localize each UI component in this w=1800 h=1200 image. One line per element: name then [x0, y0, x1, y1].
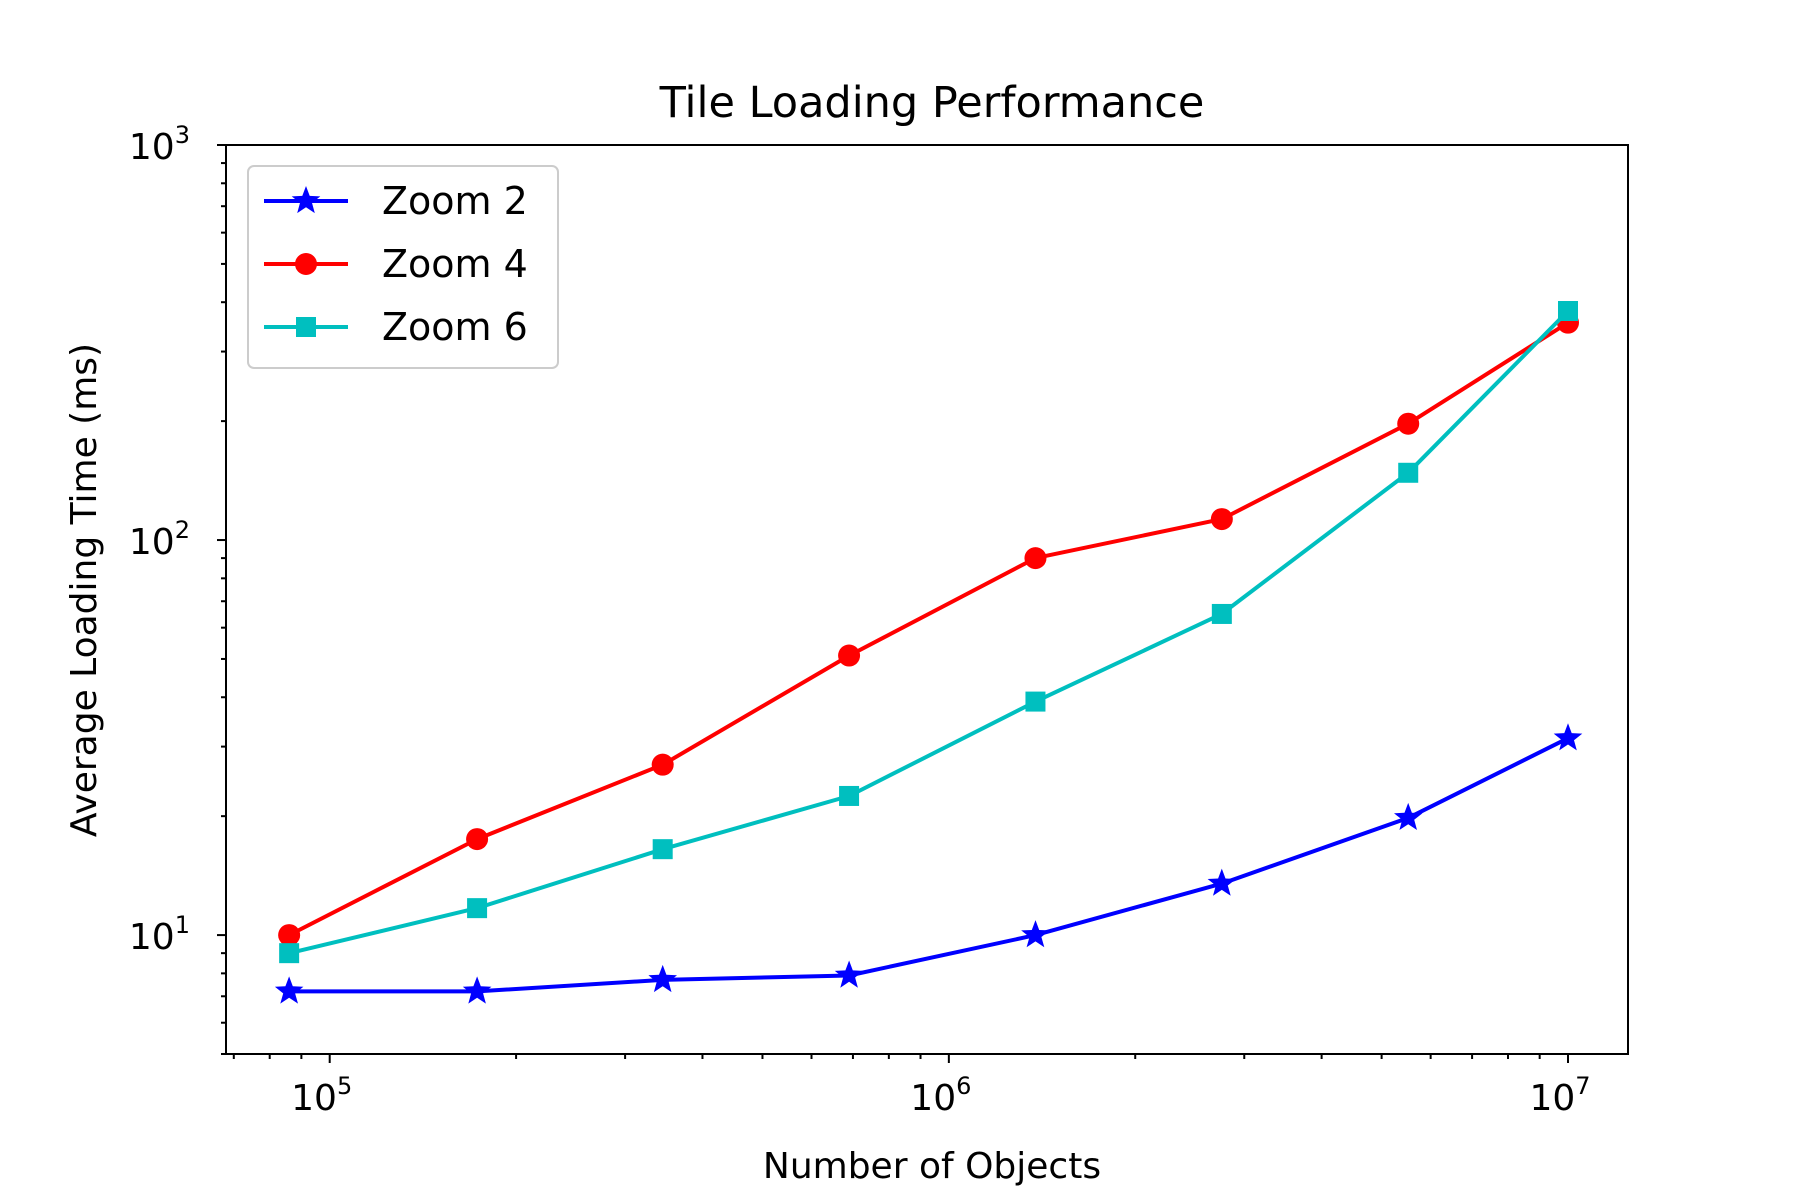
data-point-zoom-6 — [1025, 691, 1046, 712]
series-line-zoom-6 — [288, 309, 1570, 956]
x-tick-label: 107 — [1529, 1072, 1590, 1119]
plot-frame — [225, 144, 1629, 1055]
data-point-zoom-4 — [651, 753, 674, 776]
data-point-zoom-2 — [648, 964, 677, 993]
legend-item-zoom-2: Zoom 2 — [264, 179, 528, 223]
y-axis-label: Average Loading Time (ms) — [64, 343, 105, 837]
data-point-zoom-6 — [1398, 462, 1419, 483]
data-point-zoom-4 — [466, 828, 489, 851]
data-point-zoom-6 — [467, 898, 488, 919]
x-tick-label: 105 — [291, 1072, 352, 1119]
data-point-zoom-2 — [834, 960, 864, 988]
series-line-zoom-4 — [288, 321, 1570, 937]
plot-area — [274, 301, 1583, 1004]
data-point-zoom-4 — [278, 924, 301, 947]
data-point-zoom-2 — [274, 976, 304, 1004]
data-point-zoom-2 — [1021, 920, 1050, 948]
x-axis-label: Number of Objects — [763, 1146, 1101, 1187]
series-zoom-2 — [274, 723, 1583, 1004]
data-point-zoom-4 — [1397, 412, 1420, 435]
legend-marker — [291, 186, 321, 214]
data-point-zoom-6 — [1557, 301, 1578, 322]
legend-label: Zoom 2 — [382, 179, 528, 223]
data-point-zoom-6 — [1211, 603, 1232, 624]
legend-label: Zoom 4 — [382, 242, 528, 286]
data-point-zoom-6 — [652, 839, 673, 860]
legend-item-zoom-6: Zoom 6 — [264, 305, 528, 349]
data-point-zoom-2 — [1553, 723, 1583, 751]
legend-marker — [295, 253, 317, 275]
y-tick-label: 103 — [129, 121, 190, 168]
axis-ticks: 105 106 107 101 102 103 — [129, 121, 1591, 1119]
data-point-zoom-2 — [1207, 868, 1237, 896]
data-point-zoom-4 — [1210, 508, 1233, 531]
legend: Zoom 2 Zoom 4 Zoom 6 — [247, 165, 559, 369]
series-zoom-6 — [279, 301, 1578, 964]
legend-label: Zoom 6 — [382, 305, 528, 349]
x-tick-label: 106 — [910, 1072, 971, 1119]
legend-item-zoom-4: Zoom 4 — [264, 242, 528, 286]
legend-box — [247, 165, 559, 369]
data-point-zoom-6 — [839, 785, 860, 806]
series-line-zoom-2 — [289, 736, 1569, 994]
data-point-zoom-6 — [279, 943, 300, 964]
data-point-zoom-2 — [462, 976, 492, 1004]
y-tick-label: 102 — [129, 516, 190, 563]
legend-marker — [296, 317, 316, 337]
data-point-zoom-4 — [1024, 547, 1047, 570]
y-tick-label: 101 — [129, 911, 190, 958]
data-point-zoom-4 — [838, 644, 861, 667]
series-zoom-4 — [278, 311, 1579, 947]
chart-title: Tile Loading Performance — [659, 78, 1205, 128]
data-point-zoom-2 — [1394, 802, 1423, 830]
